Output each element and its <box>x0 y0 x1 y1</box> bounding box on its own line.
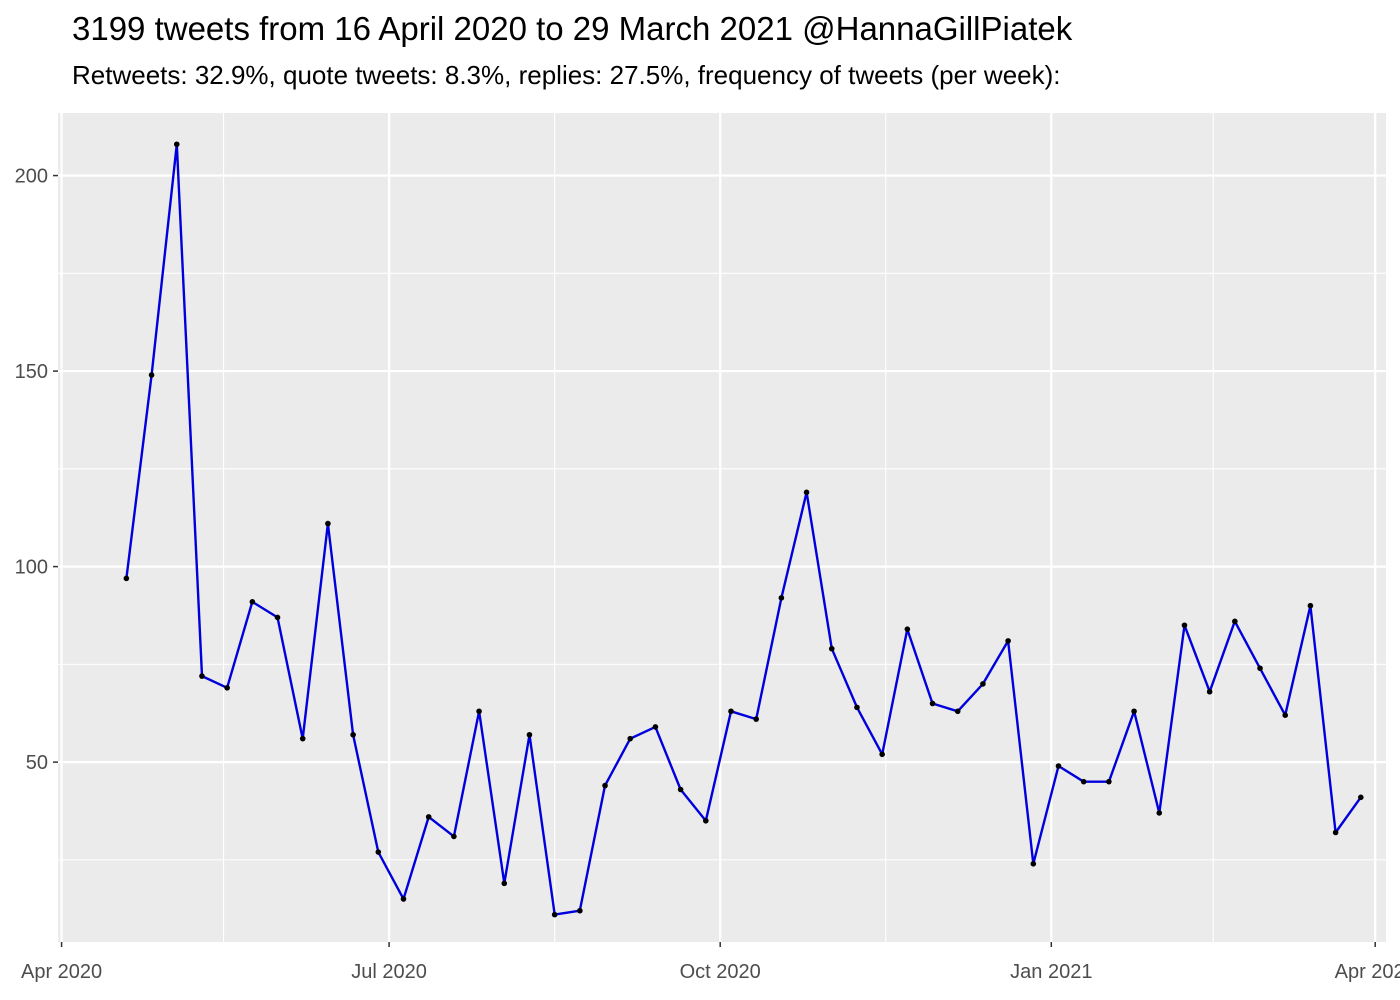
data-point <box>703 817 709 824</box>
x-tick-label: Jul 2020 <box>351 961 427 983</box>
y-tick-label: 100 <box>15 557 48 579</box>
data-point <box>627 735 634 742</box>
data-point <box>476 708 482 715</box>
data-point <box>879 751 885 758</box>
data-point <box>1055 763 1062 769</box>
y-tick-label: 150 <box>15 361 48 383</box>
series-line <box>125 143 1362 916</box>
data-point <box>325 520 331 527</box>
data-point <box>803 489 810 496</box>
data-point <box>1358 794 1364 801</box>
data-point <box>1030 860 1037 867</box>
data-point <box>451 833 457 840</box>
data-point <box>425 814 432 820</box>
y-tick-label: 50 <box>26 752 48 774</box>
data-point <box>375 849 382 855</box>
data-point <box>173 141 180 148</box>
y-tick-label: 200 <box>15 166 48 188</box>
data-point <box>854 704 860 711</box>
data-point <box>980 681 986 687</box>
data-point <box>577 907 583 914</box>
data-point <box>400 896 407 902</box>
data-point <box>1181 622 1188 629</box>
data-point <box>299 735 306 742</box>
x-tick-label: Jan 2021 <box>1010 961 1092 983</box>
data-point <box>1206 688 1213 695</box>
data-point <box>929 700 936 707</box>
data-point <box>652 724 659 730</box>
chart-subtitle: Retweets: 32.9%, quote tweets: 8.3%, rep… <box>72 60 1061 90</box>
x-tick-label: Apr 2021 <box>1335 961 1400 983</box>
data-point <box>1080 778 1087 785</box>
data-point <box>828 645 835 652</box>
data-point <box>904 626 911 632</box>
data-point <box>526 731 533 738</box>
data-point <box>753 716 759 722</box>
data-point <box>1282 712 1289 718</box>
data-point <box>778 595 785 601</box>
data-point <box>954 708 961 715</box>
data-point <box>249 598 256 605</box>
data-point <box>199 673 205 679</box>
data-point <box>728 708 734 715</box>
data-point <box>677 786 684 793</box>
chart-title: 3199 tweets from 16 April 2020 to 29 Mar… <box>72 10 1073 47</box>
data-point <box>148 372 155 378</box>
data-point <box>602 782 608 789</box>
data-point <box>501 880 508 887</box>
data-point <box>1257 665 1263 672</box>
data-point <box>1156 810 1163 816</box>
data-point <box>1005 638 1011 644</box>
data-point <box>1131 708 1137 715</box>
data-point <box>1232 618 1238 625</box>
data-point <box>274 614 281 621</box>
data-point <box>1307 602 1314 609</box>
data-point <box>224 685 230 691</box>
x-tick-label: Oct 2020 <box>680 961 761 983</box>
data-point <box>1332 829 1339 836</box>
data-point <box>350 731 356 738</box>
data-point <box>1106 778 1112 785</box>
plot-panel <box>58 113 1386 942</box>
data-point <box>123 575 130 582</box>
data-point <box>551 911 558 918</box>
x-tick-label: Apr 2020 <box>21 961 102 983</box>
